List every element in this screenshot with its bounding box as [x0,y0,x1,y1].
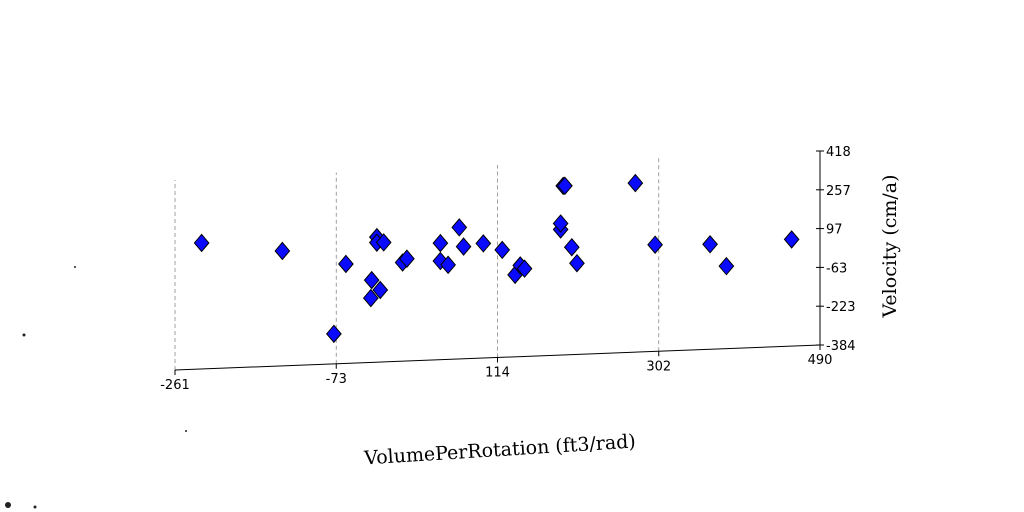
y-tick-label: -63 [826,261,847,276]
speck [22,333,26,337]
speck [74,266,76,268]
data-point [362,288,379,308]
data-point [647,235,663,254]
speck [5,502,11,508]
data-point [557,176,573,196]
data-point [627,173,644,193]
data-point [193,233,210,253]
axis-ticks: -261 -73 114 302 490 418 257 97 -63 -223 -384 [160,145,855,393]
speck [185,430,187,432]
data-point [783,230,800,249]
y-tick-label: 97 [826,223,843,238]
data-point [569,253,585,273]
data-point [440,255,456,275]
data-point [372,280,389,300]
x-tick-label: 114 [485,366,510,381]
data-points [193,173,800,344]
data-point [494,240,511,260]
x-tick-label: 302 [646,359,671,374]
data-point [563,237,580,257]
grid-lines [174,157,660,370]
y-tick-label: -384 [826,339,856,354]
x-tick-label: 490 [808,353,833,368]
data-point [702,235,718,254]
data-point [399,249,415,268]
x-axis-title: VolumePerRotation (ft3/rad) [363,430,637,469]
x-tick-label: -261 [160,378,190,393]
data-point [552,214,569,233]
y-axis-title: Velocity (cm/a) [879,174,901,318]
speck [33,505,37,509]
y-tick-label: -223 [826,300,856,315]
data-point [516,259,533,278]
data-point [455,237,472,256]
data-point [338,254,354,274]
data-point [451,218,468,237]
data-point [432,233,449,253]
y-tick-label: 418 [826,145,851,160]
data-point [363,270,380,290]
data-point [475,234,492,253]
y-tick-label: 257 [826,184,851,199]
data-point [326,324,342,344]
x-tick-label: -73 [326,372,347,387]
data-point [274,241,291,261]
scan-specks [5,266,187,509]
data-point [718,256,735,276]
data-point [375,233,392,252]
